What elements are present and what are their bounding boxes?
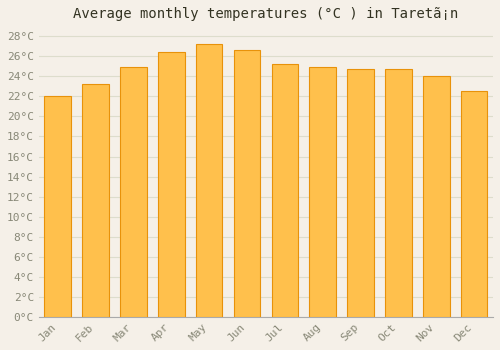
Bar	[385, 69, 411, 317]
Bar	[348, 69, 374, 317]
Title: Average monthly temperatures (°C ) in Taretã¡n: Average monthly temperatures (°C ) in Ta…	[74, 7, 458, 21]
Bar	[120, 67, 146, 317]
Bar	[310, 67, 336, 317]
Bar	[234, 50, 260, 317]
Bar	[461, 91, 487, 317]
Bar	[272, 64, 298, 317]
Bar	[423, 76, 450, 317]
Bar	[196, 44, 222, 317]
Bar	[158, 52, 184, 317]
Bar	[82, 84, 109, 317]
Bar	[44, 96, 71, 317]
